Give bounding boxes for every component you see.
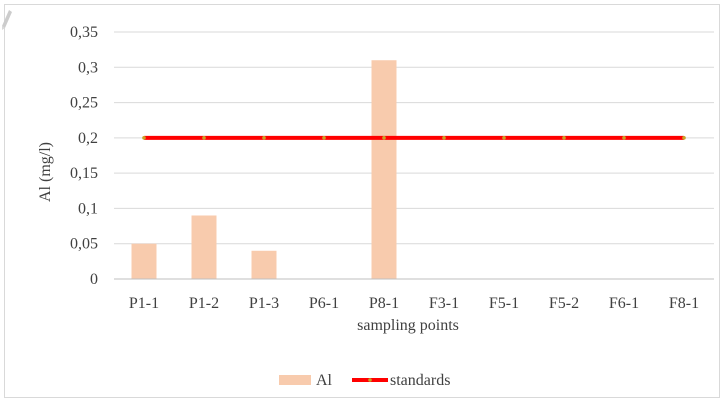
line-series-standards [142, 135, 686, 140]
y-tick-label: 0,2 [78, 130, 98, 147]
bar-al [371, 60, 397, 279]
bar-al [191, 215, 217, 279]
bar-al [131, 243, 157, 279]
point-standards [322, 136, 326, 140]
point-standards [562, 136, 566, 140]
point-standards [202, 136, 206, 140]
y-tick-label: 0,1 [78, 200, 98, 217]
x-axis-title: sampling points [357, 317, 459, 334]
point-standards [622, 136, 626, 140]
legend-label-standards: standards [390, 372, 450, 389]
point-standards [142, 136, 146, 140]
legend-marker-standards [368, 378, 372, 382]
y-axis-title: Al (mg/l) [37, 142, 54, 202]
y-tick-label: 0 [90, 271, 98, 288]
x-tick-label: P8-1 [369, 295, 399, 312]
x-tick-label: P1-2 [189, 295, 219, 312]
y-tick-label: 0,3 [78, 59, 98, 76]
legend: Al standards [279, 372, 450, 389]
point-standards [382, 136, 386, 140]
bar-series-al [131, 60, 397, 279]
point-standards [682, 136, 686, 140]
x-tick-label: F8-1 [669, 295, 699, 312]
x-tick-label: F3-1 [429, 295, 459, 312]
x-tick-label: F5-1 [489, 295, 519, 312]
point-standards [262, 136, 266, 140]
x-tick-label: F6-1 [609, 295, 639, 312]
legend-swatch-al [279, 375, 311, 385]
bar-al [251, 250, 277, 279]
y-axis-ticks: 0 0,05 0,1 0,15 0,2 0,25 0,3 0,35 [70, 24, 98, 288]
point-standards [502, 136, 506, 140]
y-tick-label: 0,15 [70, 165, 98, 182]
x-tick-label: P6-1 [309, 295, 339, 312]
y-tick-label: 0,35 [70, 24, 98, 41]
x-tick-label: P1-3 [249, 295, 279, 312]
legend-label-al: Al [316, 372, 333, 389]
chart-area [4, 4, 720, 398]
x-tick-label: P1-1 [129, 295, 159, 312]
point-standards [442, 136, 446, 140]
x-axis-ticks: P1-1 P1-2 P1-3 P6-1 P8-1 F3-1 F5-1 F5-2 F6-1 F8-1 [129, 295, 699, 312]
pen-icon [2, 10, 12, 30]
x-tick-label: F5-2 [549, 295, 579, 312]
y-tick-label: 0,05 [70, 236, 98, 253]
y-tick-label: 0,25 [70, 95, 98, 112]
